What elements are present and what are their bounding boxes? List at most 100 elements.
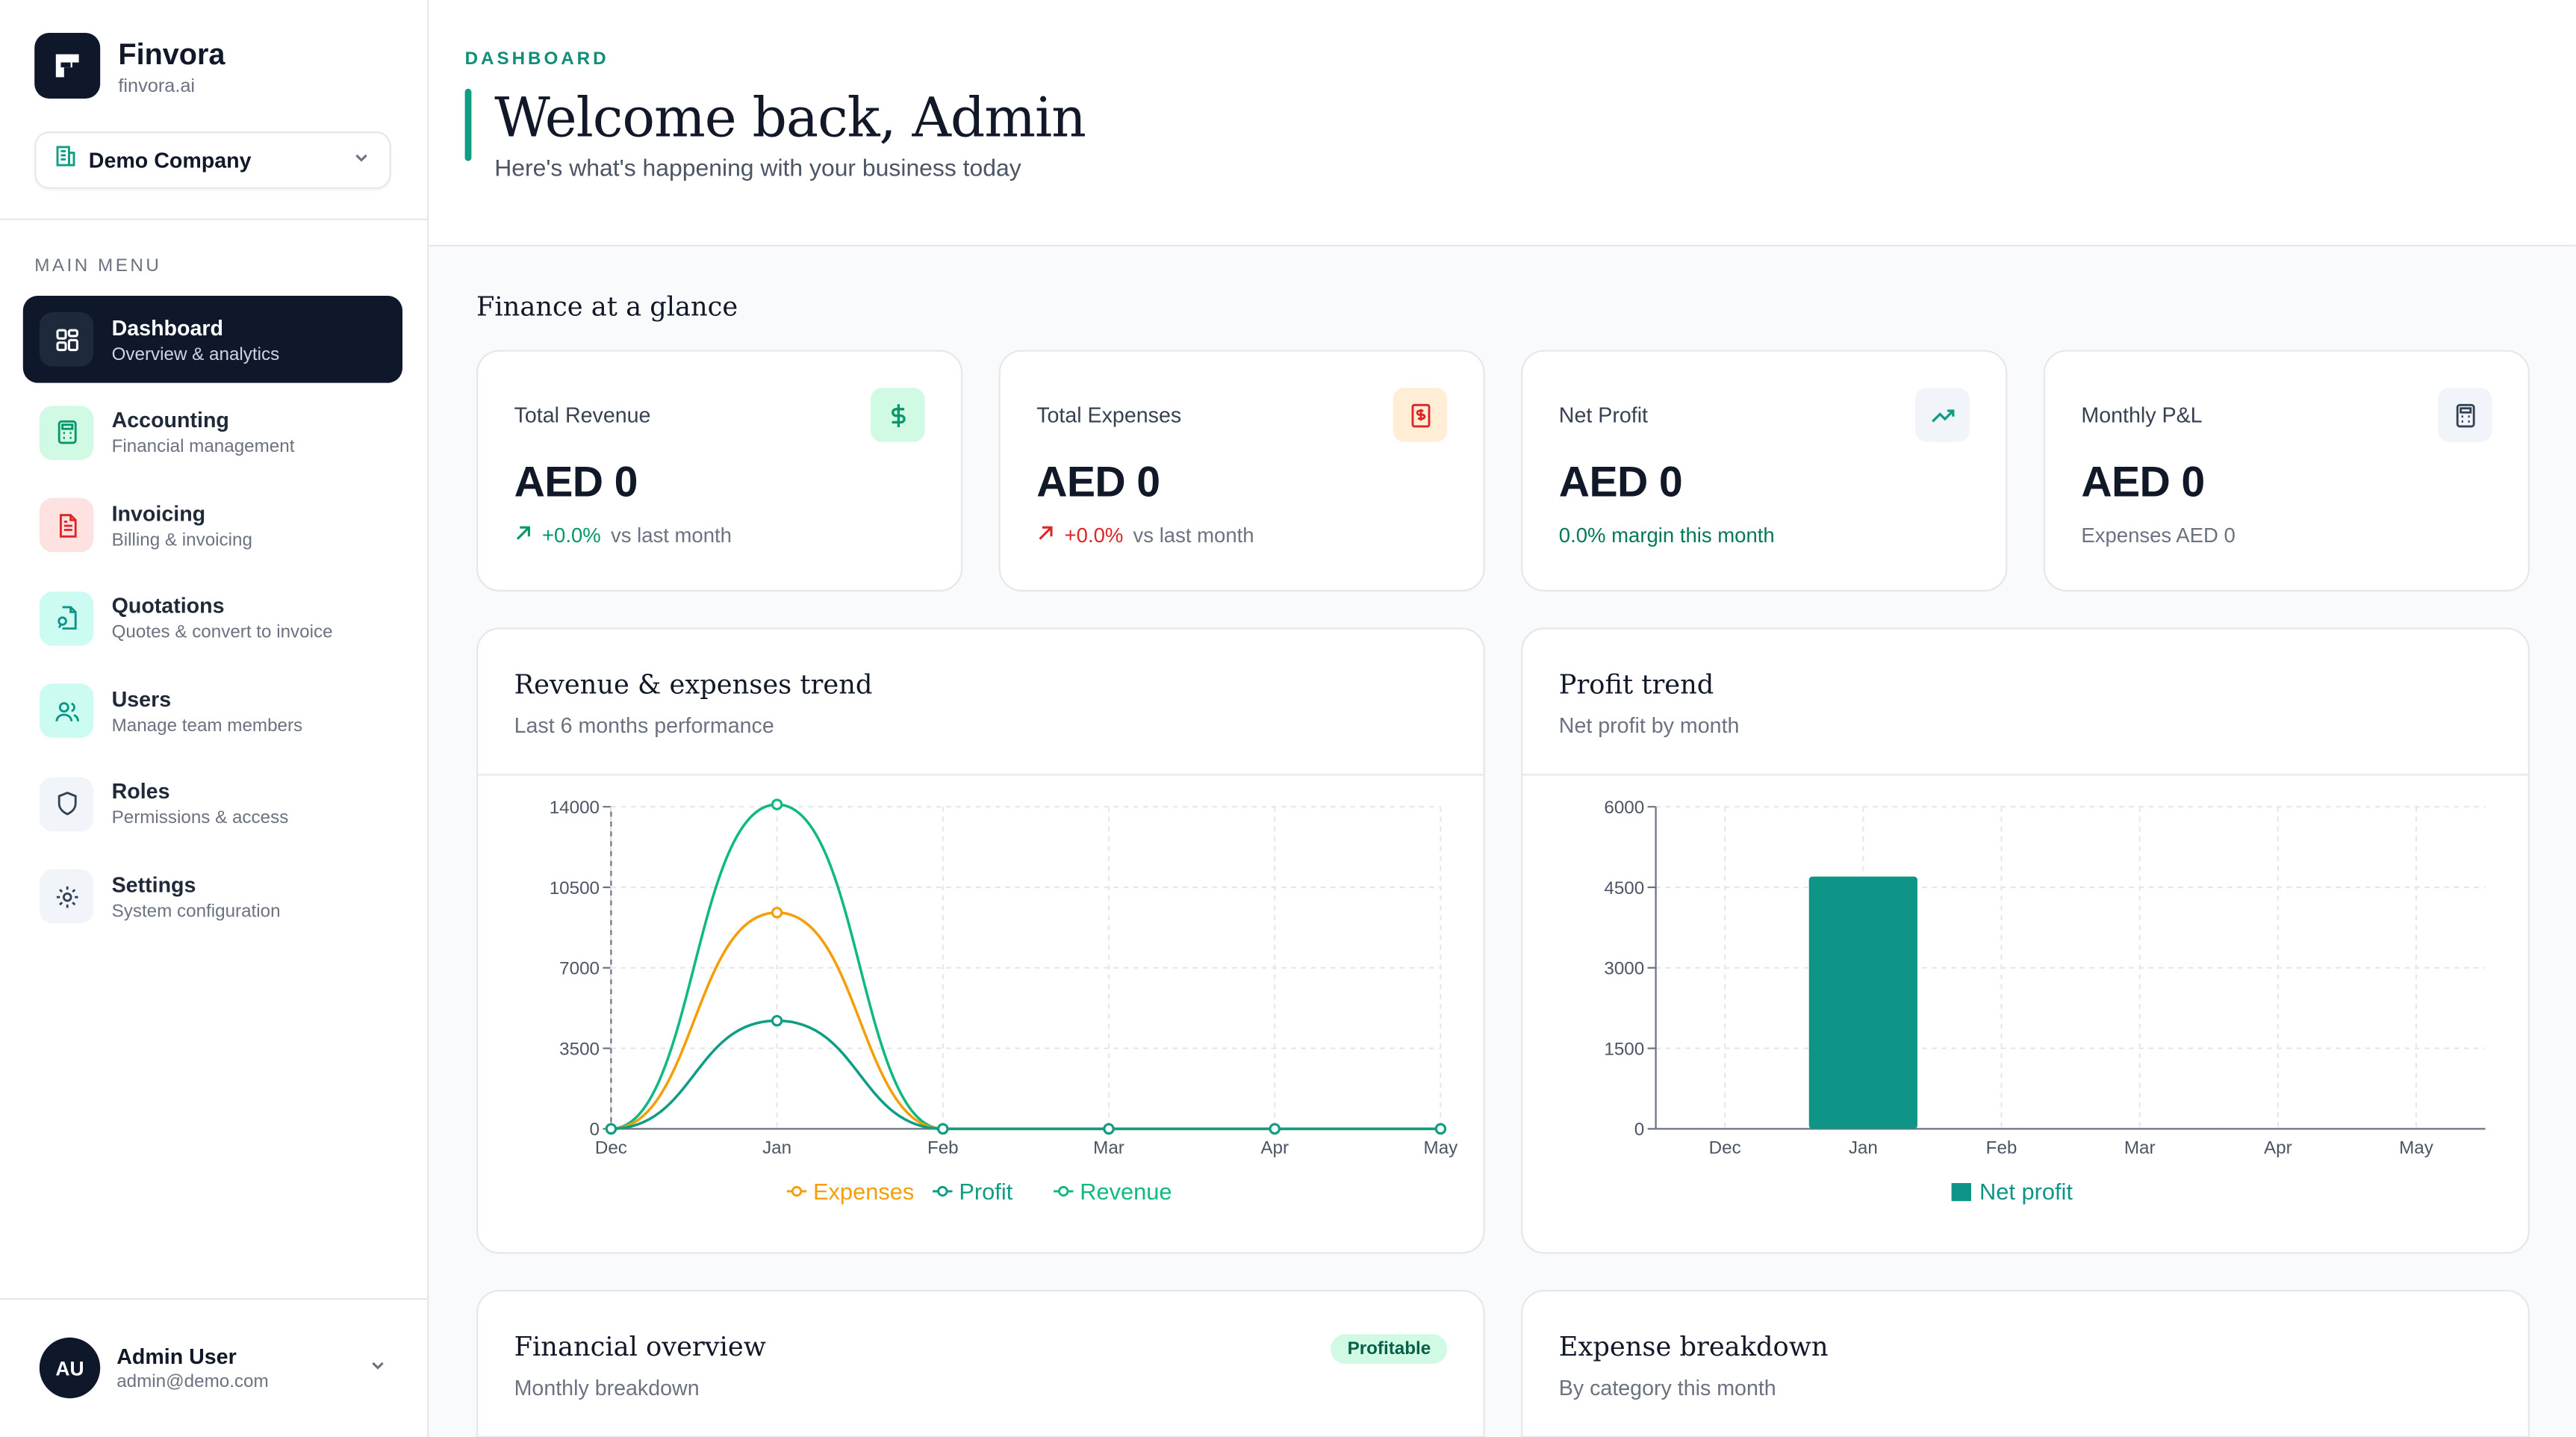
legend-marker — [937, 1185, 948, 1197]
kpi-row: Total Revenue AED 0 +0.0% vs last month … — [476, 350, 2530, 592]
kpi-value: AED 0 — [1036, 456, 1160, 506]
data-point-profit — [1434, 1123, 1447, 1135]
legend-label: Profit — [959, 1179, 1012, 1205]
profit-trend-panel: Profit trend Net profit by month 0 1500 30… — [1521, 627, 2530, 1254]
profit-bar-chart: 0 1500 3000 4500 6000 Dec Jan Feb Mar Apr May Net p… — [1604, 798, 2486, 1205]
grid-icon — [39, 312, 94, 367]
accent-bar — [464, 88, 472, 161]
kpi-delta: +0.0% — [542, 524, 601, 547]
nav-item-dashboard[interactable]: Dashboard Overview & analytics — [22, 296, 403, 383]
nav-item-quotations[interactable]: Quotations Quotes & convert to invoice — [23, 574, 402, 662]
data-point-revenue — [771, 798, 783, 810]
nav-item-users[interactable]: Users Manage team members — [23, 667, 402, 754]
kpi-label: Total Revenue — [514, 403, 651, 427]
x-tick-label: Jan — [1849, 1138, 1878, 1158]
nav-item-settings[interactable]: Settings System configuration — [23, 853, 402, 940]
y-tick-label: 0 — [590, 1120, 600, 1140]
panel-subtitle: By category this month — [1558, 1375, 1776, 1400]
kpi-card-net-profit[interactable]: Net Profit AED 0 0.0% margin this month — [1521, 350, 2008, 592]
y-tick-label: 10500 — [550, 878, 600, 898]
nav-label: Accounting — [111, 407, 229, 432]
sidebar: Finvora finvora.ai Demo Company MAIN MEN… — [0, 0, 429, 1437]
y-tick-label: 1500 — [1604, 1039, 1644, 1059]
document-icon — [39, 497, 94, 553]
legend-marker — [1058, 1185, 1069, 1197]
brand: Finvora finvora.ai — [0, 0, 427, 99]
kpi-foot: vs last month — [1133, 524, 1254, 547]
kpi-label: Net Profit — [1558, 403, 1649, 427]
data-point-profit — [937, 1123, 949, 1135]
kpi-value: AED 0 — [1558, 456, 1683, 506]
quote-file-icon — [39, 590, 94, 645]
shield-icon — [39, 776, 94, 831]
brand-domain: finvora.ai — [118, 76, 196, 96]
users-icon — [39, 683, 94, 738]
nav-item-roles[interactable]: Roles Permissions & access — [23, 760, 402, 848]
kpi-card-monthly-pl[interactable]: Monthly P&L AED 0 Expenses AED 0 — [2043, 350, 2530, 592]
nav-sub: Manage team members — [111, 716, 303, 736]
x-tick-label: May — [1424, 1138, 1459, 1158]
x-tick-label: Feb — [1986, 1138, 2017, 1158]
company-selector[interactable]: Demo Company — [34, 131, 391, 189]
nav-sub: Permissions & access — [111, 808, 289, 828]
kpi-foot: vs last month — [610, 524, 732, 547]
kpi-card-expenses[interactable]: Total Expenses AED 0 +0.0% vs last month — [998, 350, 1485, 592]
arrow-up-right-icon — [514, 524, 532, 547]
kpi-foot: 0.0% margin this month — [1558, 524, 1775, 547]
y-tick-label: 0 — [1634, 1120, 1644, 1140]
panel-subtitle: Last 6 months performance — [514, 713, 774, 738]
y-tick-label: 3000 — [1604, 959, 1644, 979]
finvora-logo[interactable] — [34, 33, 101, 99]
kpi-delta: +0.0% — [1064, 524, 1124, 547]
legend-label: Revenue — [1080, 1179, 1172, 1205]
chevron-down-icon — [352, 146, 371, 176]
legend-marker — [1951, 1183, 1971, 1202]
nav-sub: Financial management — [111, 437, 295, 457]
main-content: DASHBOARD Welcome back, Admin Here's wha… — [429, 0, 2576, 1437]
page-header: DASHBOARD Welcome back, Admin Here's wha… — [429, 0, 2576, 246]
x-tick-label: Mar — [1093, 1138, 1124, 1158]
nav-label: Dashboard — [111, 314, 223, 340]
data-point-profit — [771, 1014, 783, 1027]
series-line-revenue — [611, 803, 1441, 1131]
arrow-up-right-icon — [1036, 524, 1054, 547]
nav-item-invoicing[interactable]: Invoicing Billing & invoicing — [23, 482, 402, 569]
panel-subtitle: Monthly breakdown — [514, 1375, 700, 1400]
calculator-icon — [2437, 388, 2492, 442]
section-title: Finance at a glance — [476, 291, 738, 323]
data-point-profit — [605, 1123, 617, 1135]
chevron-down-icon — [368, 1353, 388, 1383]
revenue-expenses-line-chart: 0 3500 7000 10500 14000 Dec Jan Feb Mar Apr May Exp… — [550, 798, 1459, 1205]
legend-label: Net profit — [1979, 1179, 2073, 1205]
expense-breakdown-panel: Expense breakdown By category this month — [1521, 1290, 2530, 1437]
y-tick-label: 14000 — [550, 798, 600, 818]
x-tick-label: Jan — [762, 1138, 791, 1158]
user-menu[interactable]: AU Admin User admin@demo.com — [0, 1297, 427, 1437]
kpi-label: Monthly P&L — [2081, 403, 2203, 427]
page-title: Welcome back, Admin — [494, 85, 1086, 150]
series-line-profit — [611, 1019, 1441, 1131]
panel-subtitle: Net profit by month — [1558, 713, 1740, 738]
nav-label: Quotations — [111, 593, 225, 618]
y-tick-label: 3500 — [559, 1039, 600, 1059]
legend-marker — [791, 1185, 803, 1197]
nav-sub: Quotes & convert to invoice — [111, 622, 333, 643]
kpi-value: AED 0 — [2081, 456, 2205, 506]
kpi-foot: Expenses AED 0 — [2081, 524, 2236, 547]
brand-name: Finvora — [118, 37, 225, 70]
y-tick-label: 4500 — [1604, 878, 1644, 898]
gear-icon — [39, 869, 94, 924]
receipt-icon — [1393, 388, 1448, 442]
y-tick-label: 6000 — [1604, 798, 1644, 818]
calculator-icon — [39, 405, 94, 459]
legend-label: Expenses — [813, 1179, 914, 1205]
menu-title: MAIN MENU — [34, 256, 162, 276]
nav-label: Settings — [111, 872, 196, 897]
kpi-card-revenue[interactable]: Total Revenue AED 0 +0.0% vs last month — [476, 350, 963, 592]
page-subtitle: Here's what's happening with your busine… — [494, 156, 1021, 183]
panel-title: Revenue & expenses trend — [514, 668, 873, 701]
panel-title: Profit trend — [1558, 668, 1714, 701]
nav-item-accounting[interactable]: Accounting Financial management — [23, 388, 402, 476]
y-tick-label: 7000 — [559, 959, 600, 979]
kpi-label: Total Expenses — [1036, 403, 1182, 427]
